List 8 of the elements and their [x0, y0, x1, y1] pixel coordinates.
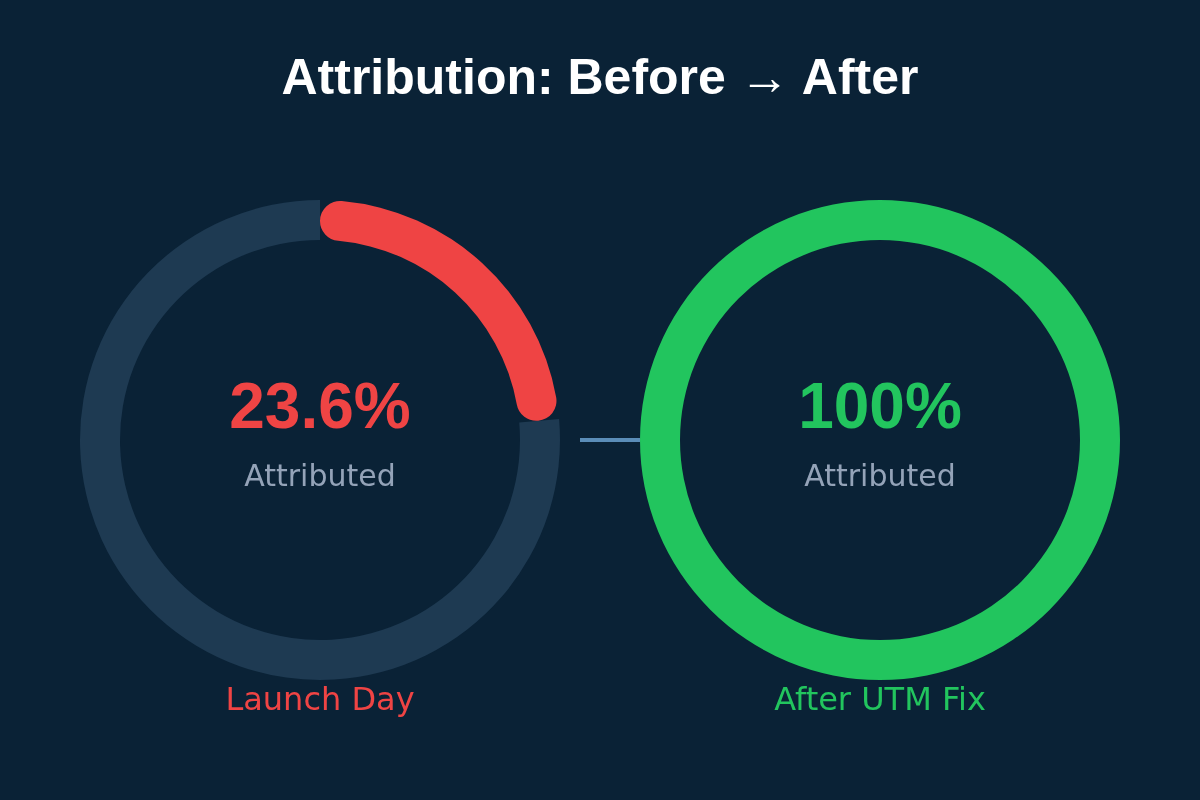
data-label: 23.6% [229, 370, 411, 442]
text: After UTM Fix [774, 680, 986, 718]
slice-label: Attributed [244, 458, 396, 493]
data-label: 100% [798, 370, 962, 442]
donut-slice [80, 200, 560, 680]
chart-title: Attribution: Before → After [281, 49, 919, 105]
slice-label: Attributed [804, 458, 956, 493]
text: Launch Day [225, 680, 415, 718]
